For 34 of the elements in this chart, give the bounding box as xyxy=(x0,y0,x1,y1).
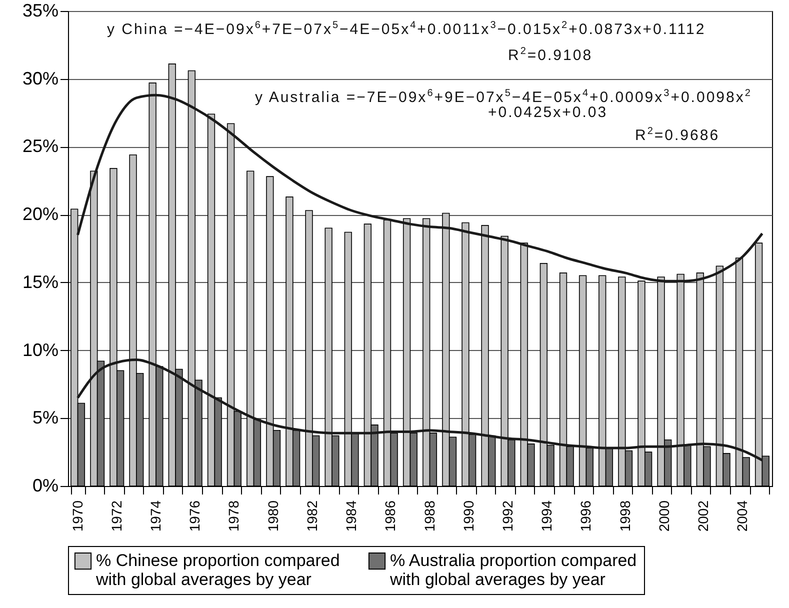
y-tick-label: 35% xyxy=(22,0,58,20)
x-tick-label: 1996 xyxy=(578,500,594,532)
x-tick-label: 1974 xyxy=(148,500,164,532)
x-tick-label: 1986 xyxy=(382,500,398,532)
y-tick-label: 25% xyxy=(22,136,58,156)
x-tick-label: 1972 xyxy=(108,500,124,532)
x-tick-label: 1982 xyxy=(304,500,320,532)
x-tick-label: 1998 xyxy=(616,500,633,532)
x-tick-label: 1976 xyxy=(186,500,203,532)
text: y China =−4E−09x$^{6}$+7E−07x$^{5}$−4E−05x$^{4}$+0.0011x$^{3}$−0.015x$^{2}$+0.0873x+0.1112 xyxy=(107,20,706,38)
x-tick-label: 2004 xyxy=(734,500,750,532)
x-tick-label: 1990 xyxy=(460,500,476,532)
x-tick-label: 2000 xyxy=(656,500,672,532)
legend-label: % Chinese proportion compared with global averages by year xyxy=(95,551,340,589)
legend-label: % Australia proportion compared with global averages by year xyxy=(389,551,637,589)
annotation: R$^{2}$=0.9108 xyxy=(508,45,593,64)
x-tick-label: 1988 xyxy=(421,500,438,532)
text: y Australia =−7E−09x$^{6}$+9E−07x$^{5}$−4E−05x$^{4}$+0.0009x$^{3}$+0.0098x$^{2}$ xyxy=(255,88,752,106)
y-tick-label: 30% xyxy=(22,68,58,88)
y-tick-label: 10% xyxy=(22,340,58,360)
x-tick-label: 1984 xyxy=(343,500,360,532)
x-tick-label: 2002 xyxy=(695,500,712,532)
y-tick-label: 20% xyxy=(22,204,58,224)
x-tick-label: 1992 xyxy=(500,500,516,532)
x-tick-label: 1970 xyxy=(69,500,86,532)
x-tick-label: 1978 xyxy=(226,500,242,532)
x-tick-label: 1980 xyxy=(264,500,281,532)
line-series xyxy=(76,358,764,462)
y-tick-label: 15% xyxy=(22,272,58,292)
y-tick-label: 5% xyxy=(32,408,58,428)
annotation: R$^{2}$=0.9686 xyxy=(635,125,720,144)
y-tick-label: 0% xyxy=(32,476,58,496)
annotation: +0.0425x+0.03 xyxy=(488,104,608,121)
x-tick-label: 1994 xyxy=(538,500,555,532)
